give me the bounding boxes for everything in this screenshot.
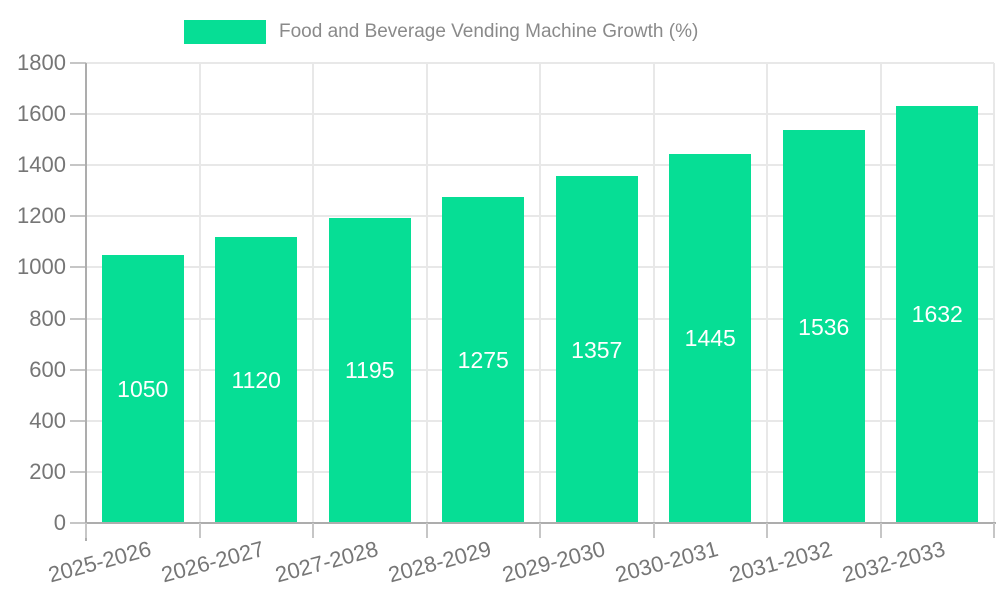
x-axis-tick-label: 2028-2029 <box>385 536 494 588</box>
gridline-vertical <box>198 63 201 523</box>
x-axis-tick <box>539 523 541 538</box>
x-axis-tick <box>312 523 314 538</box>
y-axis-tick <box>70 62 86 64</box>
x-axis-tick <box>993 523 995 538</box>
bar-value-label: 1536 <box>798 313 850 340</box>
bar[interactable] <box>782 130 865 523</box>
y-axis-tick-label: 0 <box>53 510 66 535</box>
gridline-vertical <box>993 63 995 523</box>
bar[interactable] <box>442 197 525 523</box>
x-axis-tick-label: 2025-2026 <box>45 536 154 588</box>
gridline-vertical <box>652 63 655 523</box>
bar[interactable] <box>555 176 638 523</box>
gridline-vertical <box>879 63 882 523</box>
bar-value-label: 1120 <box>231 366 281 393</box>
y-axis-tick <box>70 164 86 167</box>
x-axis-tick-label: 2026-2027 <box>158 536 267 588</box>
bar[interactable] <box>896 105 979 523</box>
bar-value-label: 1275 <box>457 347 509 374</box>
x-axis-tick <box>652 523 655 538</box>
bar-value-label: 1050 <box>117 375 169 402</box>
bar-value-label: 1195 <box>345 357 395 384</box>
y-axis-tick-label: 1000 <box>17 254 66 280</box>
y-axis-tick-label: 200 <box>29 458 66 484</box>
y-axis-tick <box>70 266 86 269</box>
x-axis-tick <box>198 523 201 538</box>
bar[interactable] <box>215 236 298 523</box>
y-axis-tick-label: 800 <box>29 305 66 331</box>
y-axis-tick-label: 1400 <box>17 152 66 178</box>
y-axis-tick <box>70 419 86 422</box>
bar[interactable] <box>101 254 184 523</box>
y-axis-tick <box>70 368 86 371</box>
x-axis-tick <box>879 523 882 538</box>
y-axis-tick <box>70 522 86 524</box>
y-axis-tick-label: 1200 <box>17 203 66 229</box>
y-axis-tick <box>70 113 86 116</box>
gridline-vertical <box>425 63 428 523</box>
bar[interactable] <box>669 153 752 523</box>
y-axis-line <box>85 63 87 541</box>
gridline-vertical <box>766 63 768 523</box>
x-axis-tick <box>425 523 428 538</box>
y-axis-tick-label: 600 <box>29 356 66 382</box>
x-axis-tick <box>85 523 87 538</box>
bar-value-label: 1445 <box>684 325 736 352</box>
y-axis-tick <box>70 215 86 218</box>
gridline-vertical <box>539 63 541 523</box>
bar-value-label: 1632 <box>911 301 963 328</box>
legend-label: Food and Beverage Vending Machine Growth… <box>279 21 699 42</box>
x-axis-tick-label: 2032-2033 <box>839 536 948 588</box>
y-axis-tick-label: 400 <box>29 407 66 433</box>
legend-swatch-icon <box>184 20 266 44</box>
y-axis-tick-label: 1800 <box>17 50 66 75</box>
bar-value-label: 1357 <box>571 336 623 363</box>
x-axis-tick <box>766 523 768 538</box>
x-axis-tick-label: 2029-2030 <box>499 536 608 588</box>
y-axis-tick <box>70 317 86 320</box>
x-axis-tick-label: 2030-2031 <box>612 536 721 588</box>
x-axis-tick-label: 2027-2028 <box>272 536 381 588</box>
y-axis-tick <box>70 470 86 473</box>
gridline-vertical <box>312 63 314 523</box>
y-axis-tick-label: 1600 <box>17 101 66 127</box>
bar[interactable] <box>328 217 411 523</box>
chart-legend[interactable]: Food and Beverage Vending Machine Growth… <box>184 20 698 44</box>
x-axis-tick-label: 2031-2032 <box>726 536 835 588</box>
